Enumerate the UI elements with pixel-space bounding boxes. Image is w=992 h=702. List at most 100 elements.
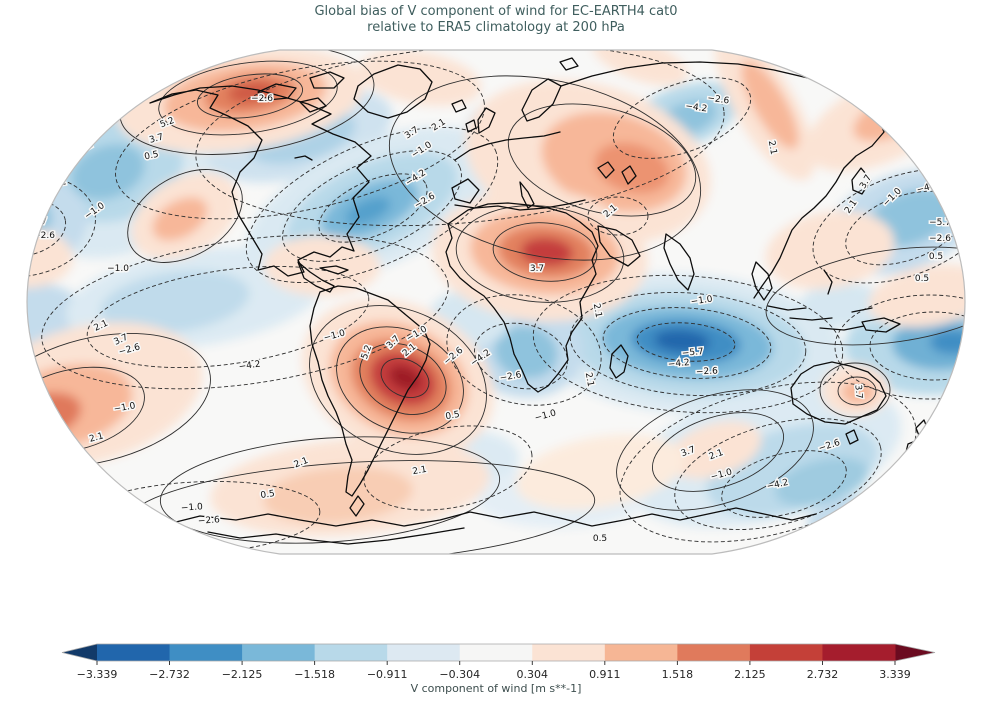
contour-label: 0.5 xyxy=(593,534,607,544)
coastline xyxy=(790,361,887,425)
chart-title: Global bias of V component of wind for E… xyxy=(0,4,992,36)
world-bias-map: −1.0 −1.0 0.5−2.6 −2.6−4.25.23.70.52.13.7 2.… xyxy=(26,40,966,555)
colorbar-tick-label: −0.911 xyxy=(367,668,408,681)
coastline xyxy=(257,83,297,101)
contour-label: −2.6 xyxy=(33,231,55,241)
chart-title-line1: Global bias of V component of wind for E… xyxy=(314,4,678,19)
contour-label: −1.0 xyxy=(289,40,311,50)
contour-line-negative xyxy=(115,60,485,220)
contour-label: −4.2 xyxy=(238,360,261,373)
contour-line-negative xyxy=(446,294,602,406)
coastline xyxy=(167,507,817,527)
contour-line-positive xyxy=(837,376,877,406)
contour-line-negative xyxy=(318,173,428,243)
colorbar-tick-label: 1.518 xyxy=(662,668,694,681)
contour-line-negative xyxy=(812,168,965,284)
contour-line-negative xyxy=(245,126,499,284)
coastline xyxy=(560,61,885,299)
contour-label: −2.6 xyxy=(929,234,951,244)
contour-line-positive xyxy=(765,246,965,346)
colorbar-segment xyxy=(532,644,606,661)
contour-label: 0.5 xyxy=(445,410,461,422)
coastline xyxy=(309,285,431,497)
coastline xyxy=(465,119,477,133)
colorbar-segment xyxy=(97,644,171,661)
anomaly-blob xyxy=(345,196,391,226)
contour-label: −1.0 xyxy=(64,495,86,505)
contour-label: −2.6 xyxy=(707,94,730,107)
anomaly-blob xyxy=(800,283,890,327)
contour-line-negative xyxy=(363,425,533,511)
colorbar-segment xyxy=(677,644,751,661)
contour-label: 0.5 xyxy=(929,252,943,262)
coastline xyxy=(663,233,695,291)
coastline xyxy=(621,165,637,185)
contour-label: 0.5 xyxy=(33,393,47,403)
anomaly-blob xyxy=(388,365,422,391)
contour-line-positive xyxy=(196,73,304,119)
contour-line-positive xyxy=(336,326,464,434)
contour-line-negative xyxy=(619,381,917,543)
coastline xyxy=(861,317,901,333)
anomaly-blob xyxy=(654,329,710,353)
chart-title-line2: relative to ERA5 climatology at 200 hPa xyxy=(367,20,625,35)
anomaly-blob xyxy=(668,421,762,479)
coastline xyxy=(294,155,313,161)
coastline xyxy=(851,167,872,195)
contour-line-negative xyxy=(674,418,882,530)
anomaly-blob xyxy=(263,466,413,524)
contour-line-negative xyxy=(636,322,736,362)
anomaly-blob xyxy=(594,142,670,194)
colorbar-segment xyxy=(387,644,461,661)
colorbar-tick-label: 0.304 xyxy=(517,668,549,681)
contour-line-positive xyxy=(309,305,487,455)
contour-label: −5.7 xyxy=(929,218,951,228)
contour-label: 3.7 xyxy=(530,264,544,274)
contour-label: −5.7 xyxy=(682,347,705,359)
coastline xyxy=(319,265,349,275)
contour-line-negative xyxy=(41,234,449,390)
contour-label: −1.0 xyxy=(690,295,713,308)
contour-line-positive xyxy=(455,205,625,303)
contour-label: −4.2 xyxy=(685,102,708,115)
coastline xyxy=(454,131,561,161)
colorbar-tick-label: −1.518 xyxy=(294,668,335,681)
contour-label: 2.1 xyxy=(766,140,778,156)
colorbar-tick-label: 2.732 xyxy=(807,668,839,681)
colorbar-segment xyxy=(604,644,678,661)
anomaly-blob xyxy=(807,496,937,548)
contour-line-negative xyxy=(27,174,96,278)
anomaly-blob xyxy=(841,380,875,404)
contour-label: −2.6 xyxy=(251,94,273,104)
contour-label: −2.6 xyxy=(198,515,221,527)
anomaly-blob xyxy=(741,60,799,150)
contour-line-negative xyxy=(195,50,725,227)
coastline xyxy=(559,57,579,71)
anomaly-blob xyxy=(930,330,965,354)
contour-label: −4.2 xyxy=(668,358,691,370)
anomaly-blob xyxy=(775,457,869,507)
colorbar: −3.339 −2.732 −2.125 −1.518 −0.911 −0.304 0.30… xyxy=(61,643,936,681)
anomaly-blob xyxy=(592,50,688,86)
anomaly-blob xyxy=(71,144,145,200)
contour-line-negative xyxy=(721,450,847,518)
contour-label: 3.7 xyxy=(852,384,863,399)
map-boundary xyxy=(26,49,966,555)
coastline xyxy=(207,527,465,545)
contour-label: 2.1 xyxy=(591,303,603,319)
coastline xyxy=(299,97,327,113)
anomaly-blob xyxy=(358,50,482,106)
coastline xyxy=(445,202,599,393)
coastline xyxy=(789,317,833,321)
contour-label: 0.5 xyxy=(915,274,929,284)
contour-line-negative xyxy=(834,294,965,400)
contour-line-negative xyxy=(86,265,370,369)
contour-label: −1.0 xyxy=(181,502,204,514)
anomaly-blob xyxy=(516,434,684,510)
contour-line-negative xyxy=(282,150,462,262)
contour-label: −2.6 xyxy=(79,510,101,520)
contour-line-negative xyxy=(27,198,67,258)
contour-label: 0.5 xyxy=(144,150,160,163)
colorbar-segment xyxy=(314,644,388,661)
coastline xyxy=(597,225,641,267)
